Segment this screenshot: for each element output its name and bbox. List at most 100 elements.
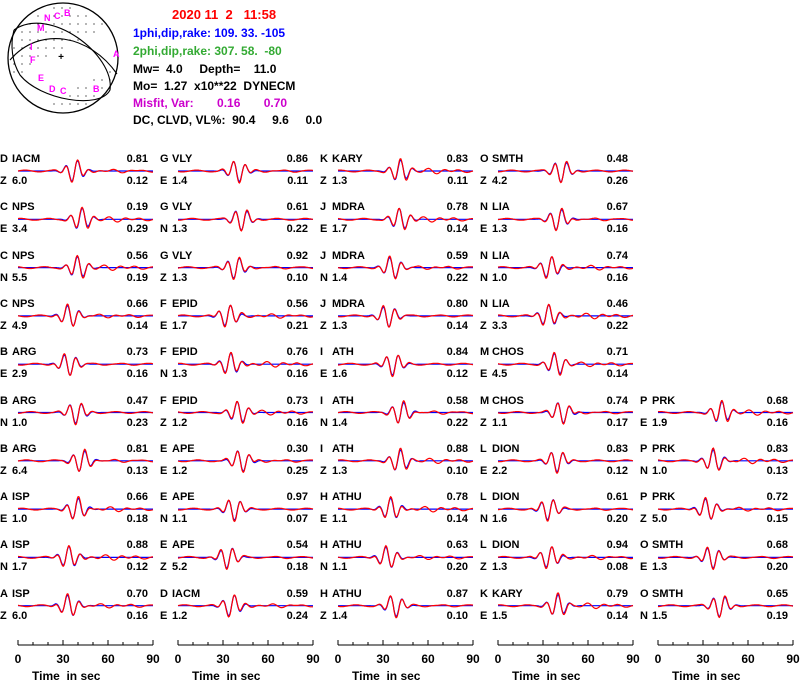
- observed-waveform: [337, 255, 473, 280]
- pressure-dot: [77, 95, 79, 97]
- station-name: DION: [492, 491, 520, 504]
- amplitude-ratio: 0.19: [126, 271, 148, 284]
- amplitude-ratio: 0.17: [606, 416, 628, 429]
- tick-label: 60: [421, 652, 435, 666]
- pressure-dot: [37, 47, 39, 49]
- observed-waveform: [337, 447, 474, 471]
- distance-value: 1.3: [172, 223, 188, 236]
- amplitude-ratio: 0.22: [446, 416, 468, 429]
- x-axis-label: Time in sec: [512, 669, 581, 683]
- station-code: P: [640, 394, 648, 407]
- station-name: DION: [492, 539, 520, 552]
- variance-reduction: 0.46: [606, 297, 628, 310]
- tick-label: 60: [101, 652, 115, 666]
- variance-reduction: 0.74: [606, 394, 628, 407]
- nodal-plane-2: 2phi,dip,rake: 307. 58. -80: [133, 44, 282, 58]
- amplitude-ratio: 0.16: [286, 416, 308, 429]
- amplitude-ratio: 0.12: [606, 464, 628, 477]
- variance-reduction: 0.86: [286, 153, 308, 165]
- pressure-dot: [29, 63, 31, 65]
- component: N: [480, 513, 488, 526]
- distance-value: 1.6: [332, 368, 348, 381]
- amplitude-ratio: 0.13: [766, 464, 788, 477]
- component: E: [640, 561, 648, 574]
- amplitude-ratio: 0.10: [446, 464, 468, 477]
- tick-label: 90: [786, 652, 800, 666]
- tick-label: 30: [216, 652, 230, 666]
- variance-reduction: 0.73: [126, 346, 148, 359]
- station-name: ATH: [332, 394, 354, 407]
- observed-waveform: [177, 160, 313, 184]
- amplitude-ratio: 0.22: [286, 223, 308, 236]
- observed-waveform: [497, 255, 634, 279]
- station-code: C: [0, 249, 8, 262]
- station-code: C: [0, 297, 8, 310]
- variance-reduction: 0.19: [126, 201, 148, 214]
- component: Z: [480, 416, 487, 429]
- distance-value: 1.4: [332, 271, 348, 284]
- component: E: [640, 416, 648, 429]
- station-code: M: [480, 394, 490, 407]
- distance-value: 2.2: [492, 464, 508, 477]
- pressure-dot: [93, 95, 95, 97]
- pressure-dot: [21, 71, 23, 73]
- pressure-dot: [69, 95, 71, 97]
- pressure-dot: [53, 47, 55, 49]
- component: E: [160, 319, 168, 332]
- tick-label: 30: [56, 652, 70, 666]
- observed-waveform: [17, 303, 153, 327]
- component: Z: [480, 561, 487, 574]
- tick-label: 60: [741, 652, 755, 666]
- station-code: H: [320, 539, 328, 552]
- variance-reduction: 0.83: [446, 153, 468, 165]
- pressure-dot: [45, 31, 47, 33]
- station-code: O: [640, 587, 649, 600]
- station-code: J: [320, 201, 327, 214]
- component: Z: [320, 175, 327, 187]
- distance-value: 1.7: [12, 561, 28, 574]
- tick-label: 0: [14, 652, 22, 666]
- variance-reduction: 0.67: [606, 201, 628, 214]
- station-code: O: [480, 153, 489, 165]
- station-name: ARG: [12, 346, 37, 359]
- pressure-dot: [93, 31, 95, 33]
- observed-waveform: [337, 495, 474, 518]
- pressure-dot: [13, 71, 15, 73]
- station-name: KARY: [492, 587, 523, 600]
- tick-label: 30: [696, 652, 710, 666]
- observed-waveform: [498, 160, 634, 184]
- amplitude-ratio: 0.23: [126, 416, 148, 429]
- variance-reduction: 0.58: [446, 394, 468, 407]
- distance-value: 2.9: [12, 368, 28, 381]
- observed-waveform: [338, 354, 474, 378]
- observed-waveform: [657, 496, 793, 520]
- station-code: A: [0, 587, 8, 600]
- pressure-dot: [69, 23, 71, 25]
- distance-value: 1.1: [492, 416, 508, 429]
- distance-value: 1.0: [652, 464, 668, 477]
- amplitude-ratio: 0.12: [126, 175, 148, 187]
- station-mark: B: [93, 84, 100, 94]
- tick-label: 0: [494, 652, 502, 666]
- nodal-plane-curve: [11, 22, 111, 102]
- observed-waveform: [177, 256, 314, 281]
- amplitude-ratio: 0.18: [286, 561, 308, 574]
- variance-reduction: 0.61: [606, 491, 628, 504]
- nodal-plane-curve: [9, 38, 118, 75]
- amplitude-ratio: 0.16: [766, 416, 788, 429]
- distance-value: 1.4: [172, 175, 188, 187]
- variance-reduction: 0.80: [446, 297, 468, 310]
- pressure-dot: [61, 7, 63, 9]
- distance-value: 4.2: [492, 175, 508, 187]
- distance-value: 1.3: [652, 561, 668, 574]
- amplitude-ratio: 0.14: [446, 223, 468, 236]
- pressure-dot: [61, 47, 63, 49]
- x-axis-label: Time in sec: [672, 669, 741, 683]
- distance-value: 1.0: [12, 416, 28, 429]
- variance-reduction: 0.81: [126, 153, 148, 165]
- station-mark: B: [64, 8, 71, 18]
- pressure-dot: [61, 23, 63, 25]
- observed-waveform: [338, 304, 474, 328]
- variance-reduction: 0.83: [766, 442, 788, 455]
